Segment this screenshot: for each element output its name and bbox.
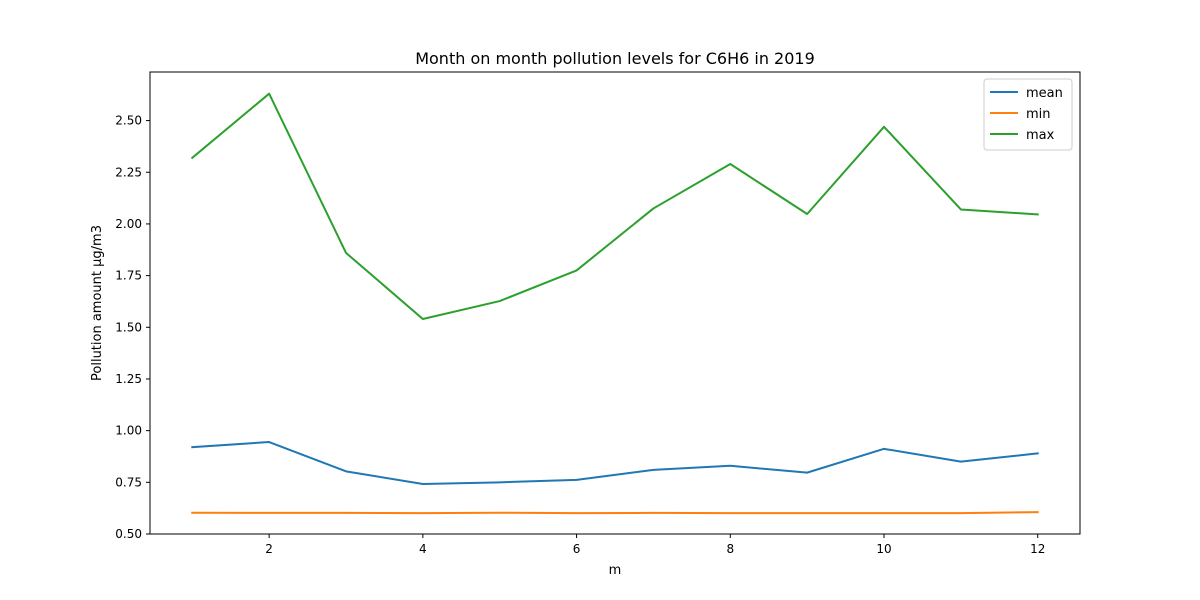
legend-box xyxy=(983,78,1073,151)
y-tick-label: 1.75 xyxy=(115,269,142,283)
legend-label-min: min xyxy=(1026,107,1051,122)
x-tick-label: 10 xyxy=(876,542,891,556)
legend-label-mean: mean xyxy=(1026,86,1063,101)
y-tick-label: 0.50 xyxy=(115,527,142,541)
legend: mean min max xyxy=(983,78,1073,151)
series-line-mean xyxy=(191,441,1039,485)
x-tick-label: 12 xyxy=(1030,542,1045,556)
x-tick-label: 8 xyxy=(726,542,734,556)
ticks-layer: 2 4 6 8 10 12 0.50 0.75 1.00 1.25 1.50 1.75 2.00 2.25… xyxy=(115,114,1045,556)
y-tick-label: 1.50 xyxy=(115,320,142,334)
y-tick-label: 2.25 xyxy=(115,165,142,179)
y-tick-label: 0.75 xyxy=(115,475,142,489)
x-axis-label: m xyxy=(609,563,622,578)
y-tick-label: 2.50 xyxy=(115,114,142,128)
x-tick-label: 2 xyxy=(265,542,273,556)
plot-frame xyxy=(149,71,1081,535)
y-tick-label: 1.00 xyxy=(115,424,142,438)
y-tick-label: 2.00 xyxy=(115,217,142,231)
chart-title: Month on month pollution levels for C6H6… xyxy=(415,49,815,68)
series-line-max xyxy=(190,92,1039,321)
series-line-min xyxy=(191,511,1039,515)
series-layer xyxy=(190,92,1039,515)
y-axis-label: Pollution amount µg/m3 xyxy=(90,225,105,381)
y-tick-label: 1.25 xyxy=(115,372,142,386)
axes-layer xyxy=(149,71,1081,535)
legend-label-max: max xyxy=(1026,128,1055,143)
x-tick-label: 4 xyxy=(419,542,427,556)
x-tick-label: 6 xyxy=(573,542,581,556)
